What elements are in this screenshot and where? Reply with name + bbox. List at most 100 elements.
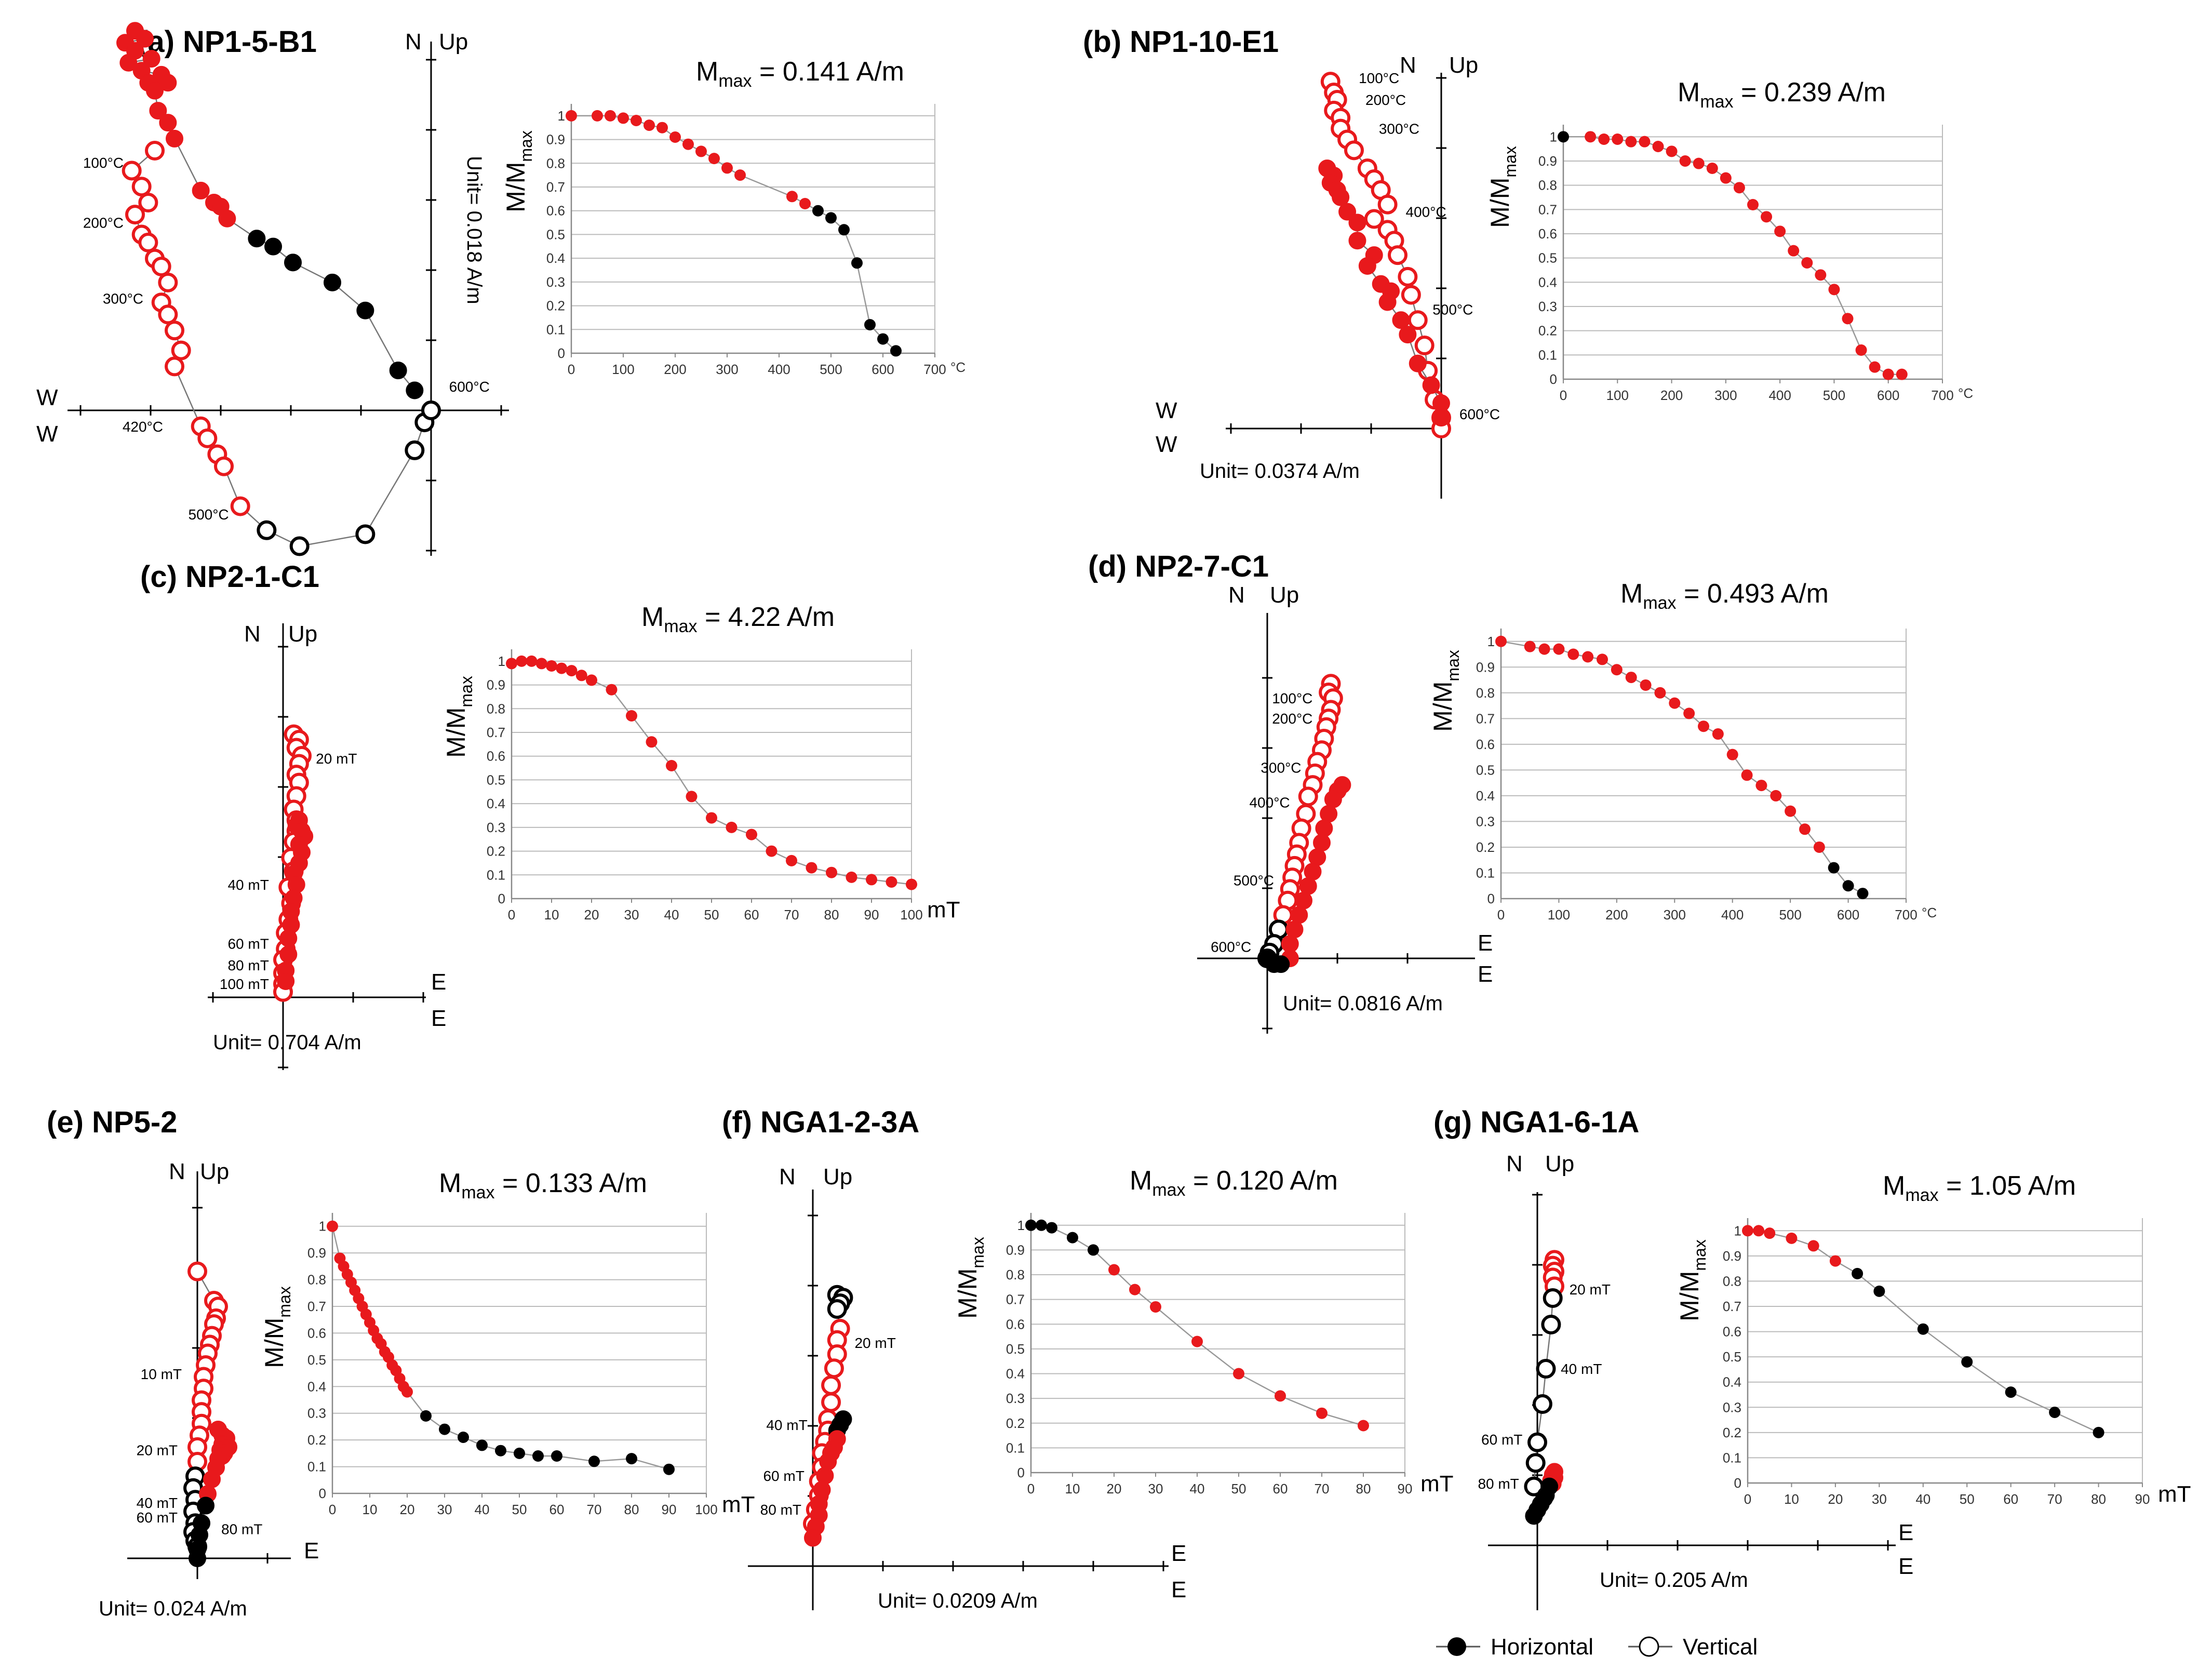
panel-b-d-point	[1598, 133, 1610, 145]
panel-a-d-point	[618, 112, 629, 124]
panel-e-d-point	[420, 1410, 432, 1422]
panel-g-zijderveld: N Up EE Unit= 0.205 A/m 20 mT 40 mT 60 mT 80 mT	[1478, 1151, 1913, 1610]
panel-d-d-ytick-label: 0.4	[1476, 788, 1495, 804]
panel-e-d-ylabel-main: M/M	[260, 1318, 289, 1368]
panel-f-d-ytick-label: 0.7	[1006, 1292, 1025, 1307]
panel-b-d-ytick-label: 0.7	[1538, 202, 1557, 217]
panel-a-z-vertical-point	[289, 536, 310, 556]
panel-f-d-xtick-label: 0	[1027, 1481, 1035, 1497]
panel-c-d-point	[766, 845, 777, 857]
panel-c-d-xtick-label: 10	[544, 907, 559, 923]
panel-b-z-horizontal-point	[1332, 188, 1350, 206]
panel-c-d-xunit: mT	[927, 897, 960, 923]
panel-a-d-xunit: °C	[950, 359, 966, 375]
panel-f-d-ytick-label: 0.1	[1006, 1440, 1025, 1455]
panel-e-z-horizontal-point	[203, 1470, 221, 1488]
panel-c-d-title-m: M	[641, 602, 664, 632]
legend: Horizontal Vertical	[1436, 1634, 1758, 1660]
panel-a-z-vertical-point	[230, 496, 250, 516]
panel-c-d-ytick-label: 0.7	[487, 725, 505, 740]
panel-d-d-point	[1524, 640, 1536, 652]
panel-b-d-title: Mmax = 0.239 A/m	[1678, 77, 1886, 112]
panel-d-demag: 0 0.1 0.2 0.3 0.4 0.5 0.6 0.7 0.8 0.9 1 0 100 200 300 4…	[1428, 579, 1937, 923]
panel-d-d-point	[1553, 643, 1565, 655]
panel-b-d-point	[1747, 199, 1759, 210]
panel-a-z-vertical-point	[145, 141, 165, 161]
panel-a-d-title-m: M	[696, 57, 718, 87]
panel-a-d-point	[605, 110, 616, 122]
panel-b-z-label-w2: W	[1156, 432, 1177, 457]
panel-c-z-label-up: Up	[288, 621, 317, 647]
panel-g-z-label-n: N	[1506, 1151, 1523, 1177]
panel-d-d-point	[1683, 707, 1695, 719]
panel-b-z-step-label: 400°C	[1406, 204, 1446, 220]
panel-d-z-vertical-point	[1298, 786, 1318, 807]
panel-a-d-point	[851, 257, 863, 269]
panel-a-d-ylabel-main: M/M	[501, 162, 530, 212]
panel-c-d-ytick-label: 1	[498, 653, 505, 669]
panel-d-d-point	[1755, 780, 1767, 792]
panel-a-z-horizontal-point	[324, 273, 341, 291]
panel-d-z-step-label: 200°C	[1272, 711, 1312, 727]
panel-d-d-ylabel: M/Mmax	[1428, 650, 1463, 732]
panel-e-z-horizontal-point	[197, 1497, 215, 1515]
panel-title-d: (d) NP2-7-C1	[1088, 550, 1269, 583]
panel-g-d-ytick-label: 0.4	[1723, 1374, 1741, 1390]
panel-d-z-step-label: 100°C	[1272, 690, 1312, 706]
panel-a-d-point	[644, 119, 655, 131]
panel-f-d-point	[1275, 1390, 1286, 1402]
panel-a-d-ytick-label: 0.2	[546, 298, 565, 314]
panel-a-d-point	[669, 131, 681, 143]
panel-e-d-ytick-label: 0.9	[307, 1245, 326, 1261]
panel-f-d-xtick-label: 10	[1065, 1481, 1080, 1497]
panel-a-z-vertical-point	[125, 205, 145, 225]
panel-d-d-xtick-label: 700	[1895, 907, 1917, 923]
panel-d-d-point	[1741, 769, 1753, 781]
panel-b-d-point	[1720, 172, 1732, 184]
panel-a-d-ytick-label: 0.4	[546, 250, 565, 266]
panel-c-zijderveld: N Up EE Unit= 0.704 A/m 20 mT 40 mT 60 mT 80 mT…	[208, 621, 446, 1070]
panel-a-d-point	[566, 110, 577, 122]
panel-e-d-ytick-label: 0	[319, 1486, 326, 1501]
panel-a-d-series-line	[571, 115, 896, 352]
panel-g-d-xtick-label: 90	[2135, 1491, 2150, 1507]
panel-d-d-ytick-label: 0.7	[1476, 711, 1495, 726]
panel-a-z-vertical-point	[165, 356, 184, 377]
panel-e-z-step-label: 60 mT	[137, 1509, 178, 1526]
panel-a-d-ytick-label: 0.7	[546, 179, 565, 195]
panel-e-d-point	[439, 1423, 450, 1435]
panel-c-d-xtick-label: 30	[624, 907, 639, 923]
panel-g-d-xunit: mT	[2158, 1481, 2191, 1507]
panel-a-z-step-label: 100°C	[83, 155, 124, 171]
panel-a-d-xtick-label: 500	[820, 362, 842, 377]
panel-b-d-point	[1842, 313, 1854, 325]
panel-c-d-ytick-label: 0.3	[487, 820, 505, 835]
panel-title-b: (b) NP1-10-E1	[1083, 25, 1279, 59]
panel-a-d-point	[864, 319, 876, 331]
panel-g-d-point	[1753, 1225, 1765, 1237]
panel-e-z-step-label: 80 mT	[221, 1521, 262, 1538]
panel-b-d-ytick-label: 0.6	[1538, 226, 1557, 242]
panel-a-z-vertical-point	[405, 440, 425, 460]
panel-e-z-label-n: N	[169, 1159, 185, 1184]
panel-b-z-step-label: 300°C	[1379, 121, 1419, 137]
panel-g-d-title-m: M	[1883, 1171, 1905, 1201]
panel-b-d-xtick-label: 200	[1660, 388, 1683, 403]
panel-a-d-ytick-label: 0	[558, 345, 565, 361]
panel-a-z-label-n: N	[405, 29, 422, 55]
panel-e-d-xtick-label: 10	[363, 1502, 378, 1517]
panel-d-d-ytick-label: 0.3	[1476, 813, 1495, 829]
panel-f-d-point	[1129, 1284, 1141, 1295]
panel-d-d-point	[1726, 749, 1738, 760]
panel-b-d-ytick-label: 0.9	[1538, 153, 1557, 169]
panel-b-d-ylabel: M/Mmax	[1485, 146, 1520, 228]
panel-b-z-horizontal-point	[1409, 354, 1427, 372]
panel-d-z-horizontal-point	[1258, 950, 1276, 967]
panel-f-d-ytick-label: 1	[1017, 1218, 1025, 1233]
panel-d-d-point	[1857, 888, 1869, 900]
panel-f-d-xtick-label: 90	[1398, 1481, 1413, 1497]
panel-f-d-ytick-label: 0.5	[1006, 1341, 1025, 1357]
panel-g-d-xtick-label: 20	[1828, 1491, 1843, 1507]
